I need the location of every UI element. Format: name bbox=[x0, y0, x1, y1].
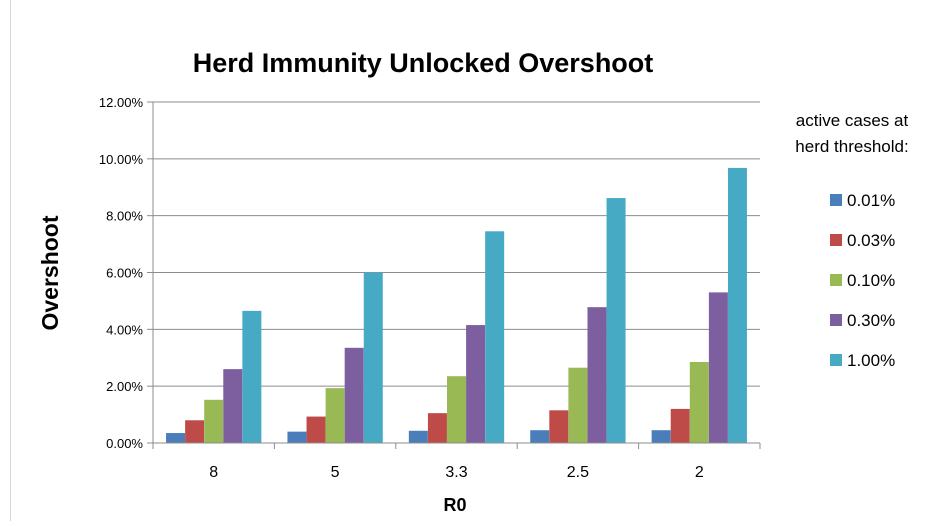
x-tick-label: 2 bbox=[695, 464, 704, 481]
bar-1-00pct-r0-2-5 bbox=[606, 198, 626, 443]
bar-0-30pct-r0-2 bbox=[708, 292, 728, 443]
bar-0-03pct-r0-5 bbox=[306, 416, 326, 443]
legend-label: 0.03% bbox=[847, 231, 895, 250]
x-tick-label: 2.5 bbox=[567, 464, 589, 481]
y-tick-label: 0.00% bbox=[106, 436, 143, 451]
bar-1-00pct-r0-2 bbox=[727, 167, 747, 443]
y-tick-label: 2.00% bbox=[106, 379, 143, 394]
legend-swatch bbox=[830, 234, 842, 246]
bar-0-10pct-r0-5 bbox=[325, 388, 345, 443]
axes bbox=[152, 102, 761, 449]
legend-swatch bbox=[830, 354, 842, 366]
y-tick-label: 12.00% bbox=[99, 95, 144, 110]
bar-1-00pct-r0-8 bbox=[242, 310, 262, 443]
bar-0-10pct-r0-2-5 bbox=[568, 367, 588, 443]
bar-0-30pct-r0-3-3 bbox=[466, 325, 486, 443]
y-tick-label: 4.00% bbox=[106, 322, 143, 337]
bars bbox=[166, 167, 747, 443]
bar-0-01pct-r0-5 bbox=[287, 431, 307, 443]
x-tick-label: 3.3 bbox=[445, 464, 467, 481]
bar-0-01pct-r0-2 bbox=[651, 430, 671, 443]
y-tick-label: 8.00% bbox=[106, 209, 143, 224]
bar-0-10pct-r0-2 bbox=[689, 362, 709, 443]
bar-0-03pct-r0-3-3 bbox=[427, 413, 447, 443]
y-tick-labels: 0.00% 2.00% 4.00% 6.00% 8.00% 10.00% 12.00% bbox=[99, 95, 144, 451]
bar-0-30pct-r0-2-5 bbox=[587, 307, 607, 443]
bar-0-01pct-r0-8 bbox=[166, 433, 186, 443]
legend-title-line-1: active cases at bbox=[796, 111, 909, 130]
bar-0-01pct-r0-2-5 bbox=[530, 430, 550, 443]
frame-border bbox=[10, 0, 11, 521]
bar-1-00pct-r0-3-3 bbox=[485, 231, 505, 443]
legend-swatch bbox=[830, 274, 842, 286]
legend: active cases at herd threshold: 0.01% 0.0… bbox=[795, 111, 908, 370]
x-tick-labels: 8 5 3.3 2.5 2 bbox=[209, 464, 704, 481]
y-axis-title: Overshoot bbox=[37, 215, 63, 330]
bar-0-10pct-r0-3-3 bbox=[447, 376, 466, 443]
legend-label: 0.01% bbox=[847, 191, 895, 210]
x-tick-label: 8 bbox=[209, 464, 218, 481]
bar-0-01pct-r0-3-3 bbox=[408, 430, 428, 443]
bar-0-30pct-r0-8 bbox=[223, 369, 243, 443]
legend-swatch bbox=[830, 194, 842, 206]
legend-label: 1.00% bbox=[847, 351, 895, 370]
bar-0-03pct-r0-2-5 bbox=[549, 410, 569, 443]
x-tick-label: 5 bbox=[331, 464, 340, 481]
bar-1-00pct-r0-5 bbox=[363, 272, 383, 443]
chart-title: Herd Immunity Unlocked Overshoot bbox=[193, 48, 654, 78]
y-tick-label: 10.00% bbox=[99, 152, 144, 167]
bar-0-03pct-r0-2 bbox=[670, 408, 690, 443]
y-tick-label: 6.00% bbox=[106, 266, 143, 281]
legend-title-line-2: herd threshold: bbox=[795, 137, 908, 156]
x-axis-title: R0 bbox=[443, 495, 466, 515]
legend-label: 0.10% bbox=[847, 271, 895, 290]
bar-0-30pct-r0-5 bbox=[344, 347, 364, 443]
legend-label: 0.30% bbox=[847, 311, 895, 330]
bar-0-03pct-r0-8 bbox=[185, 420, 205, 443]
bar-0-10pct-r0-8 bbox=[204, 399, 224, 443]
legend-swatch bbox=[830, 314, 842, 326]
